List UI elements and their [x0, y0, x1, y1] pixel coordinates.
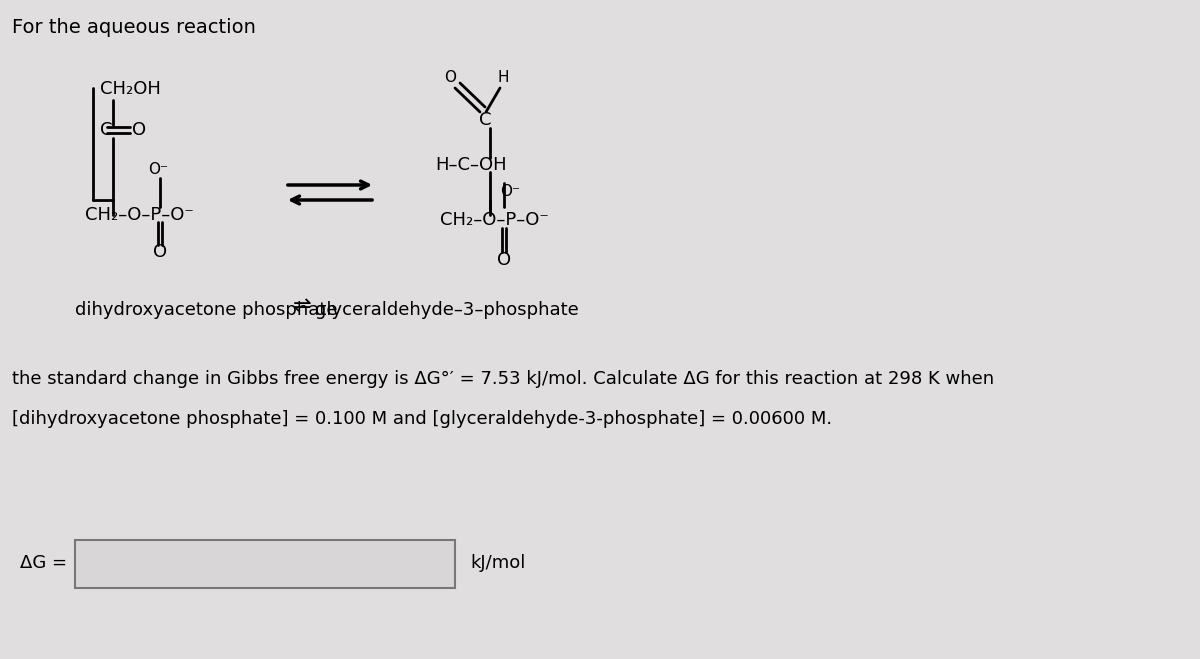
Text: ΔG =: ΔG = [20, 554, 67, 572]
Text: O: O [444, 71, 456, 86]
Text: the standard change in Gibbs free energy is ΔG°′ = 7.53 kJ/mol. Calculate ΔG for: the standard change in Gibbs free energy… [12, 370, 994, 388]
Text: [dihydroxyacetone phosphate] = 0.100 M and [glyceraldehyde-3-phosphate] = 0.0060: [dihydroxyacetone phosphate] = 0.100 M a… [12, 410, 832, 428]
Text: ⇌: ⇌ [293, 296, 312, 316]
Text: dihydroxyacetone phosphate: dihydroxyacetone phosphate [74, 301, 337, 319]
FancyBboxPatch shape [74, 540, 455, 588]
Text: CH₂–O–P–O⁻: CH₂–O–P–O⁻ [440, 211, 548, 229]
Text: glyceraldehyde–3–phosphate: glyceraldehyde–3–phosphate [314, 301, 578, 319]
Text: O⁻: O⁻ [500, 185, 520, 200]
Text: O: O [132, 121, 146, 139]
Text: CH₂–O–P–O⁻: CH₂–O–P–O⁻ [85, 206, 194, 224]
Text: H: H [497, 71, 509, 86]
Text: kJ/mol: kJ/mol [470, 554, 526, 572]
Text: O⁻: O⁻ [148, 163, 168, 177]
Text: C: C [100, 121, 113, 139]
Text: O: O [152, 243, 167, 261]
Text: For the aqueous reaction: For the aqueous reaction [12, 18, 256, 37]
Text: H–C–OH: H–C–OH [436, 156, 506, 174]
Text: C: C [479, 111, 491, 129]
Text: O: O [497, 251, 511, 269]
Text: CH₂OH: CH₂OH [100, 80, 161, 98]
